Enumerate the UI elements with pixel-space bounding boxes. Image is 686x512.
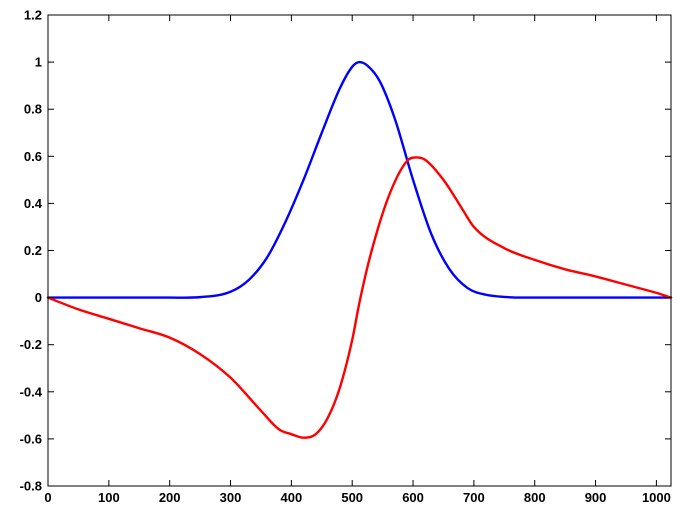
x-tick-label: 1000	[642, 490, 671, 505]
series-line-2	[46, 156, 673, 439]
y-tick-label: -0.8	[20, 479, 42, 494]
y-tick-label: 0.8	[24, 102, 42, 117]
x-tick-label: 200	[159, 490, 181, 505]
y-tick-label: -0.6	[20, 431, 42, 446]
x-tick-label: 400	[281, 490, 303, 505]
x-tick-label: 900	[585, 490, 607, 505]
plot-area	[48, 15, 671, 486]
y-tick-label: 1	[35, 55, 42, 70]
y-tick-label: 0	[35, 290, 42, 305]
series-layer	[46, 60, 673, 439]
axes-box	[47, 14, 672, 487]
x-tick-label: 500	[341, 490, 363, 505]
x-tick-label: 100	[98, 490, 120, 505]
y-tick-label: 1.2	[24, 8, 42, 23]
x-tick-label: 600	[402, 490, 424, 505]
x-tick-labels: 0 100 200 300 400 500 600 700 800 900 1000	[44, 490, 670, 505]
y-tick-labels: -0.8 -0.6 -0.4 -0.2 0 0.2 0.4 0.6 0.8 1 1.2	[20, 8, 43, 494]
x-tick-label: 0	[44, 490, 51, 505]
x-tick-label: 700	[463, 490, 485, 505]
y-tick-label: -0.4	[20, 384, 43, 399]
y-tick-label: 0.4	[24, 196, 43, 211]
y-tick-label: -0.2	[20, 337, 42, 352]
y-tick-label: 0.2	[24, 243, 42, 258]
x-tick-label: 300	[220, 490, 242, 505]
x-tick-label: 800	[524, 490, 546, 505]
series-line-1	[46, 60, 673, 299]
y-tick-label: 0.6	[24, 149, 42, 164]
